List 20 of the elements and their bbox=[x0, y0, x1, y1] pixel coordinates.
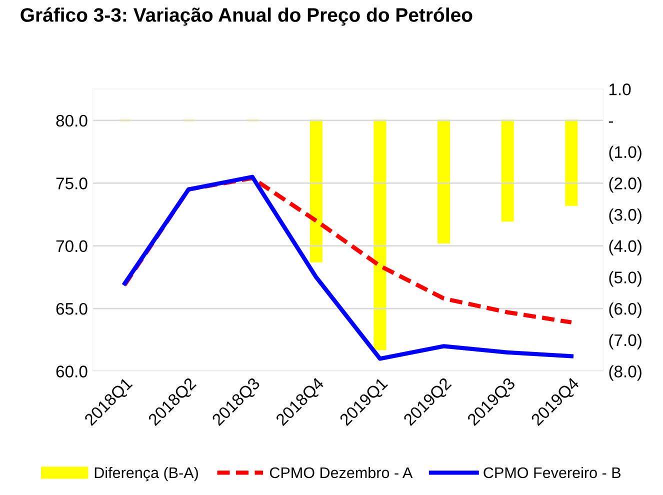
y2-tick-label: (4.0) bbox=[609, 240, 642, 256]
y2-tick-label: (5.0) bbox=[609, 271, 642, 287]
y-tick-label: 70.0 bbox=[56, 240, 88, 252]
y-tick-label: 60.0 bbox=[56, 366, 88, 378]
line-series bbox=[122, 174, 574, 361]
y-tick-label: 80.0 bbox=[56, 114, 88, 127]
legend-label: Diferença (B-A) bbox=[94, 466, 198, 482]
y2-tick-label: (6.0) bbox=[609, 302, 642, 318]
y2-tick-label: (2.0) bbox=[609, 177, 642, 193]
y2-tick-label: (7.0) bbox=[609, 334, 642, 350]
y2-tick-label: (8.0) bbox=[609, 365, 642, 381]
legend-label: CPMO Fevereiro - B bbox=[484, 466, 621, 478]
y2-tick-label: 1.0 bbox=[609, 84, 631, 96]
legend-label: CPMO Dezembro - A bbox=[270, 466, 413, 478]
chart-title: Gráfico 3-3: Variação Anual do Preço do Petróleo bbox=[20, 7, 472, 26]
y2-tick-label: - bbox=[608, 121, 613, 123]
y2-tick-label: (3.0) bbox=[609, 208, 642, 224]
y-tick-label: 65.0 bbox=[56, 302, 88, 315]
y2-tick-label: (1.0) bbox=[609, 146, 642, 162]
y-tick-label: 75.0 bbox=[56, 178, 88, 190]
